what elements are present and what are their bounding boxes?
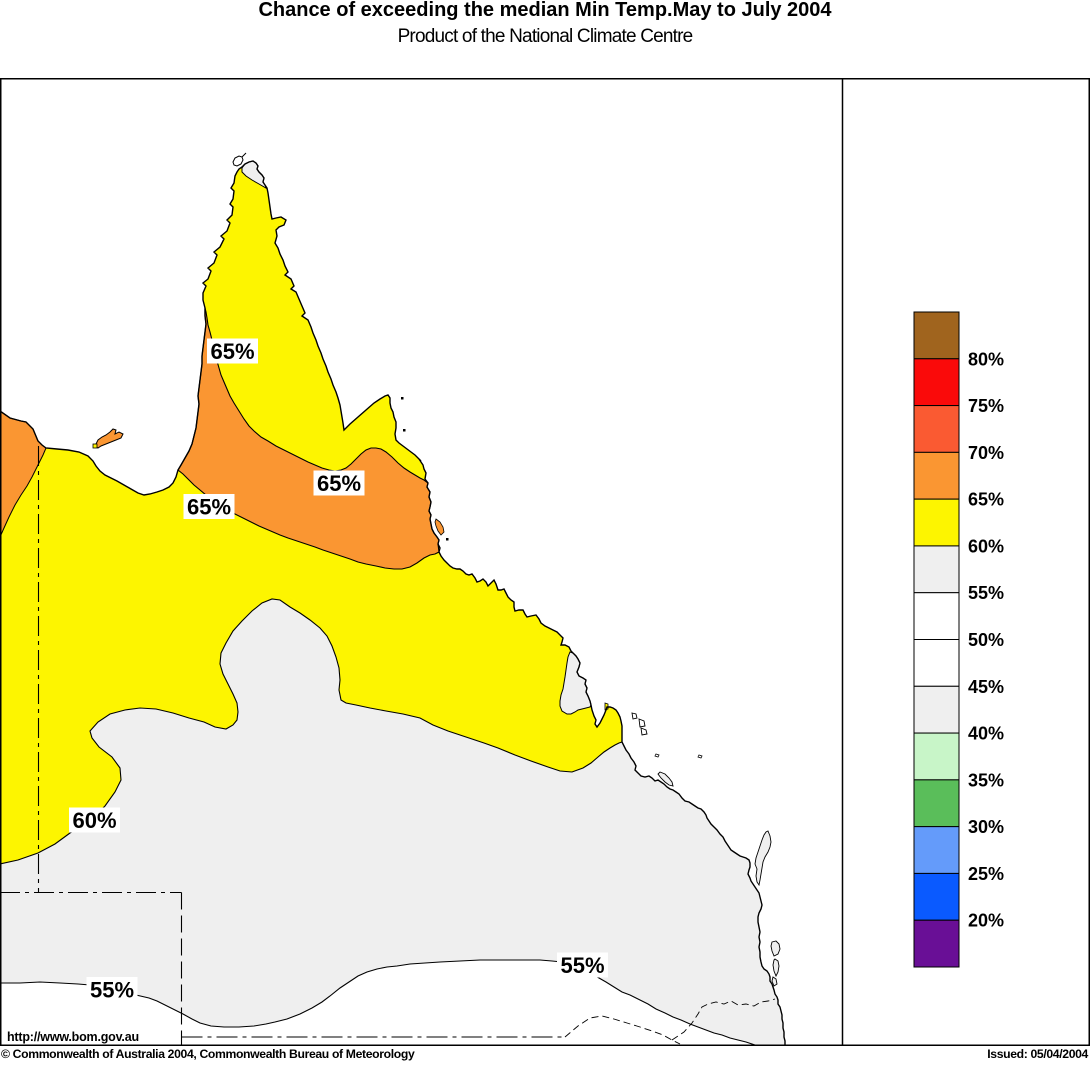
svg-text:Issued: 05/04/2004: Issued: 05/04/2004 bbox=[987, 1047, 1088, 1061]
svg-text:http://www.bom.gov.au: http://www.bom.gov.au bbox=[7, 1030, 139, 1044]
svg-text:55%: 55% bbox=[90, 978, 134, 1003]
svg-text:55%: 55% bbox=[560, 953, 604, 978]
svg-text:25%: 25% bbox=[968, 864, 1004, 884]
svg-text:65%: 65% bbox=[210, 339, 254, 364]
svg-text:40%: 40% bbox=[968, 724, 1004, 744]
svg-text:75%: 75% bbox=[968, 396, 1004, 416]
svg-text:65%: 65% bbox=[317, 471, 361, 496]
svg-text:35%: 35% bbox=[968, 770, 1004, 790]
svg-text:60%: 60% bbox=[72, 808, 116, 833]
svg-text:65%: 65% bbox=[968, 490, 1004, 510]
svg-text:70%: 70% bbox=[968, 443, 1004, 463]
svg-text:60%: 60% bbox=[968, 536, 1004, 556]
svg-text:20%: 20% bbox=[968, 911, 1004, 931]
svg-text:65%: 65% bbox=[187, 495, 231, 520]
svg-text:30%: 30% bbox=[968, 817, 1004, 837]
svg-text:© Commonwealth of Australia 20: © Commonwealth of Australia 2004, Common… bbox=[1, 1047, 415, 1061]
svg-text:45%: 45% bbox=[968, 677, 1004, 697]
svg-text:55%: 55% bbox=[968, 583, 1004, 603]
svg-text:80%: 80% bbox=[968, 349, 1004, 369]
svg-text:50%: 50% bbox=[968, 630, 1004, 650]
